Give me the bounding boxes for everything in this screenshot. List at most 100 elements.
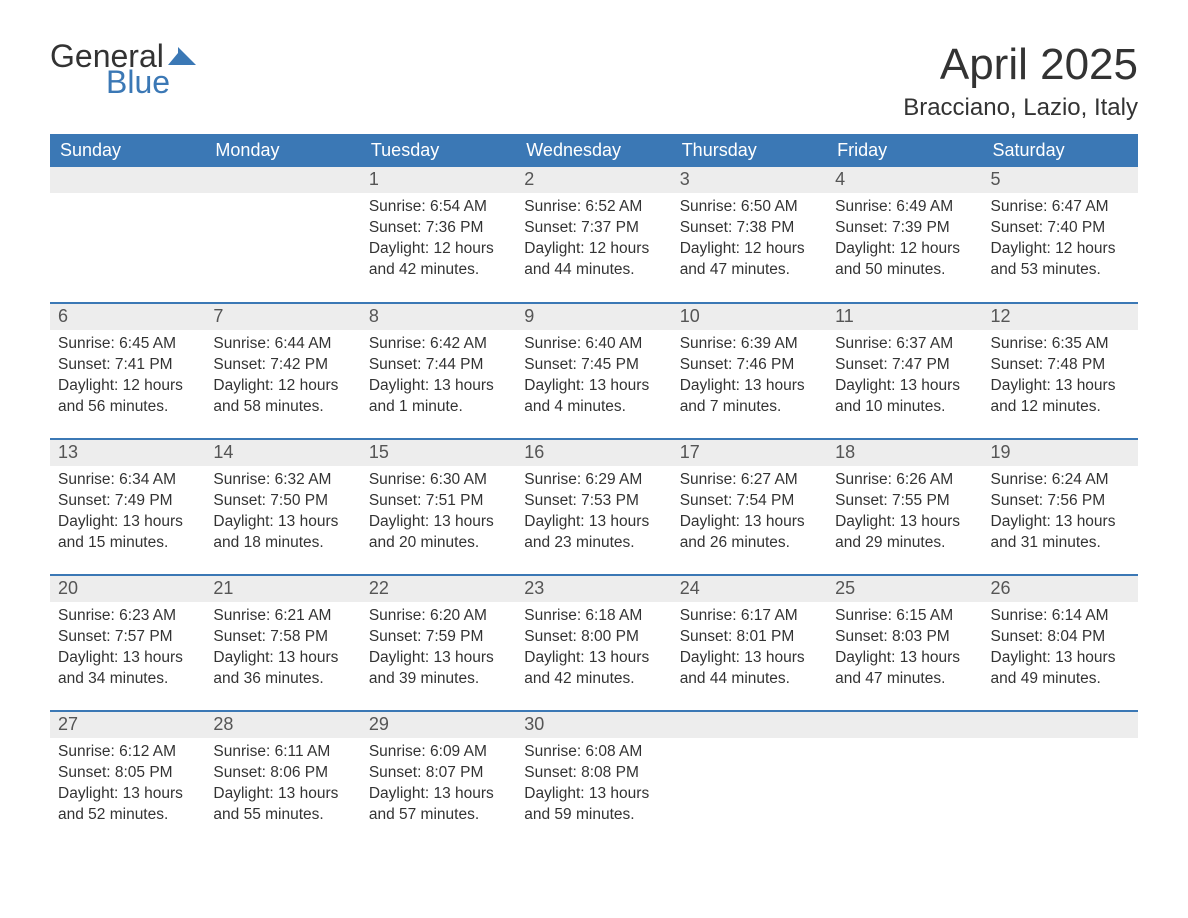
calendar-day-cell: 29Sunrise: 6:09 AMSunset: 8:07 PMDayligh… [361,711,516,847]
daylight-line: Daylight: 13 hours and 39 minutes. [369,648,508,690]
sunset-line: Sunset: 7:44 PM [369,355,508,376]
calendar-day-cell: 4Sunrise: 6:49 AMSunset: 7:39 PMDaylight… [827,167,982,303]
calendar-day-cell: 23Sunrise: 6:18 AMSunset: 8:00 PMDayligh… [516,575,671,711]
weekday-header: Saturday [983,134,1138,167]
sunset-line: Sunset: 7:46 PM [680,355,819,376]
calendar-week-row: 27Sunrise: 6:12 AMSunset: 8:05 PMDayligh… [50,711,1138,847]
calendar-day-cell: 20Sunrise: 6:23 AMSunset: 7:57 PMDayligh… [50,575,205,711]
daylight-line: Daylight: 13 hours and 47 minutes. [835,648,974,690]
weekday-header: Sunday [50,134,205,167]
day-details: Sunrise: 6:26 AMSunset: 7:55 PMDaylight:… [827,466,982,562]
calendar-day-cell: 5Sunrise: 6:47 AMSunset: 7:40 PMDaylight… [983,167,1138,303]
day-number: 26 [983,576,1138,602]
sunset-line: Sunset: 7:49 PM [58,491,197,512]
sunset-line: Sunset: 7:59 PM [369,627,508,648]
sunrise-line: Sunrise: 6:20 AM [369,606,508,627]
sunset-line: Sunset: 8:03 PM [835,627,974,648]
daylight-line: Daylight: 12 hours and 44 minutes. [524,239,663,281]
day-details: Sunrise: 6:20 AMSunset: 7:59 PMDaylight:… [361,602,516,698]
sunrise-line: Sunrise: 6:08 AM [524,742,663,763]
calendar-day-cell: 9Sunrise: 6:40 AMSunset: 7:45 PMDaylight… [516,303,671,439]
calendar-day-cell: 13Sunrise: 6:34 AMSunset: 7:49 PMDayligh… [50,439,205,575]
daylight-line: Daylight: 13 hours and 31 minutes. [991,512,1130,554]
sunrise-line: Sunrise: 6:12 AM [58,742,197,763]
day-details: Sunrise: 6:11 AMSunset: 8:06 PMDaylight:… [205,738,360,834]
calendar-day-cell [205,167,360,303]
sunset-line: Sunset: 7:47 PM [835,355,974,376]
daylight-line: Daylight: 13 hours and 18 minutes. [213,512,352,554]
calendar-day-cell: 12Sunrise: 6:35 AMSunset: 7:48 PMDayligh… [983,303,1138,439]
day-number: 24 [672,576,827,602]
calendar-day-cell [50,167,205,303]
day-number: 16 [516,440,671,466]
calendar-day-cell: 15Sunrise: 6:30 AMSunset: 7:51 PMDayligh… [361,439,516,575]
day-number: 28 [205,712,360,738]
day-details: Sunrise: 6:12 AMSunset: 8:05 PMDaylight:… [50,738,205,834]
day-number: 25 [827,576,982,602]
day-number: 1 [361,167,516,193]
day-number [205,167,360,193]
sunset-line: Sunset: 7:48 PM [991,355,1130,376]
sunset-line: Sunset: 8:08 PM [524,763,663,784]
sunrise-line: Sunrise: 6:54 AM [369,197,508,218]
calendar-day-cell: 6Sunrise: 6:45 AMSunset: 7:41 PMDaylight… [50,303,205,439]
day-details: Sunrise: 6:34 AMSunset: 7:49 PMDaylight:… [50,466,205,562]
sunrise-line: Sunrise: 6:18 AM [524,606,663,627]
sunset-line: Sunset: 7:45 PM [524,355,663,376]
day-number: 10 [672,304,827,330]
sunset-line: Sunset: 7:40 PM [991,218,1130,239]
day-number: 5 [983,167,1138,193]
sunset-line: Sunset: 7:42 PM [213,355,352,376]
sunrise-line: Sunrise: 6:45 AM [58,334,197,355]
daylight-line: Daylight: 12 hours and 53 minutes. [991,239,1130,281]
daylight-line: Daylight: 13 hours and 55 minutes. [213,784,352,826]
calendar-day-cell: 16Sunrise: 6:29 AMSunset: 7:53 PMDayligh… [516,439,671,575]
sunset-line: Sunset: 7:56 PM [991,491,1130,512]
day-details: Sunrise: 6:17 AMSunset: 8:01 PMDaylight:… [672,602,827,698]
day-number: 9 [516,304,671,330]
day-number: 27 [50,712,205,738]
daylight-line: Daylight: 13 hours and 7 minutes. [680,376,819,418]
calendar-day-cell [827,711,982,847]
sunrise-line: Sunrise: 6:42 AM [369,334,508,355]
day-number [827,712,982,738]
sunrise-line: Sunrise: 6:34 AM [58,470,197,491]
calendar-day-cell: 17Sunrise: 6:27 AMSunset: 7:54 PMDayligh… [672,439,827,575]
day-details: Sunrise: 6:18 AMSunset: 8:00 PMDaylight:… [516,602,671,698]
brand-blue: Blue [106,66,198,98]
page-header: General Blue April 2025 Bracciano, Lazio… [50,40,1138,122]
daylight-line: Daylight: 12 hours and 47 minutes. [680,239,819,281]
calendar-day-cell: 27Sunrise: 6:12 AMSunset: 8:05 PMDayligh… [50,711,205,847]
day-number: 21 [205,576,360,602]
day-details: Sunrise: 6:40 AMSunset: 7:45 PMDaylight:… [516,330,671,426]
sunrise-line: Sunrise: 6:21 AM [213,606,352,627]
day-number: 12 [983,304,1138,330]
day-number: 29 [361,712,516,738]
day-details: Sunrise: 6:24 AMSunset: 7:56 PMDaylight:… [983,466,1138,562]
weekday-header-row: SundayMondayTuesdayWednesdayThursdayFrid… [50,134,1138,167]
weekday-header: Monday [205,134,360,167]
day-details: Sunrise: 6:47 AMSunset: 7:40 PMDaylight:… [983,193,1138,289]
sunset-line: Sunset: 8:00 PM [524,627,663,648]
daylight-line: Daylight: 12 hours and 58 minutes. [213,376,352,418]
day-details: Sunrise: 6:32 AMSunset: 7:50 PMDaylight:… [205,466,360,562]
sunset-line: Sunset: 7:57 PM [58,627,197,648]
day-number [50,167,205,193]
day-number: 22 [361,576,516,602]
calendar-day-cell: 18Sunrise: 6:26 AMSunset: 7:55 PMDayligh… [827,439,982,575]
day-number: 4 [827,167,982,193]
daylight-line: Daylight: 13 hours and 52 minutes. [58,784,197,826]
sunrise-line: Sunrise: 6:50 AM [680,197,819,218]
daylight-line: Daylight: 13 hours and 26 minutes. [680,512,819,554]
weekday-header: Wednesday [516,134,671,167]
daylight-line: Daylight: 12 hours and 56 minutes. [58,376,197,418]
day-number: 7 [205,304,360,330]
sunrise-line: Sunrise: 6:44 AM [213,334,352,355]
sunset-line: Sunset: 7:53 PM [524,491,663,512]
sunrise-line: Sunrise: 6:17 AM [680,606,819,627]
calendar-day-cell: 19Sunrise: 6:24 AMSunset: 7:56 PMDayligh… [983,439,1138,575]
sunrise-line: Sunrise: 6:47 AM [991,197,1130,218]
sunrise-line: Sunrise: 6:29 AM [524,470,663,491]
calendar-day-cell: 10Sunrise: 6:39 AMSunset: 7:46 PMDayligh… [672,303,827,439]
day-number: 13 [50,440,205,466]
